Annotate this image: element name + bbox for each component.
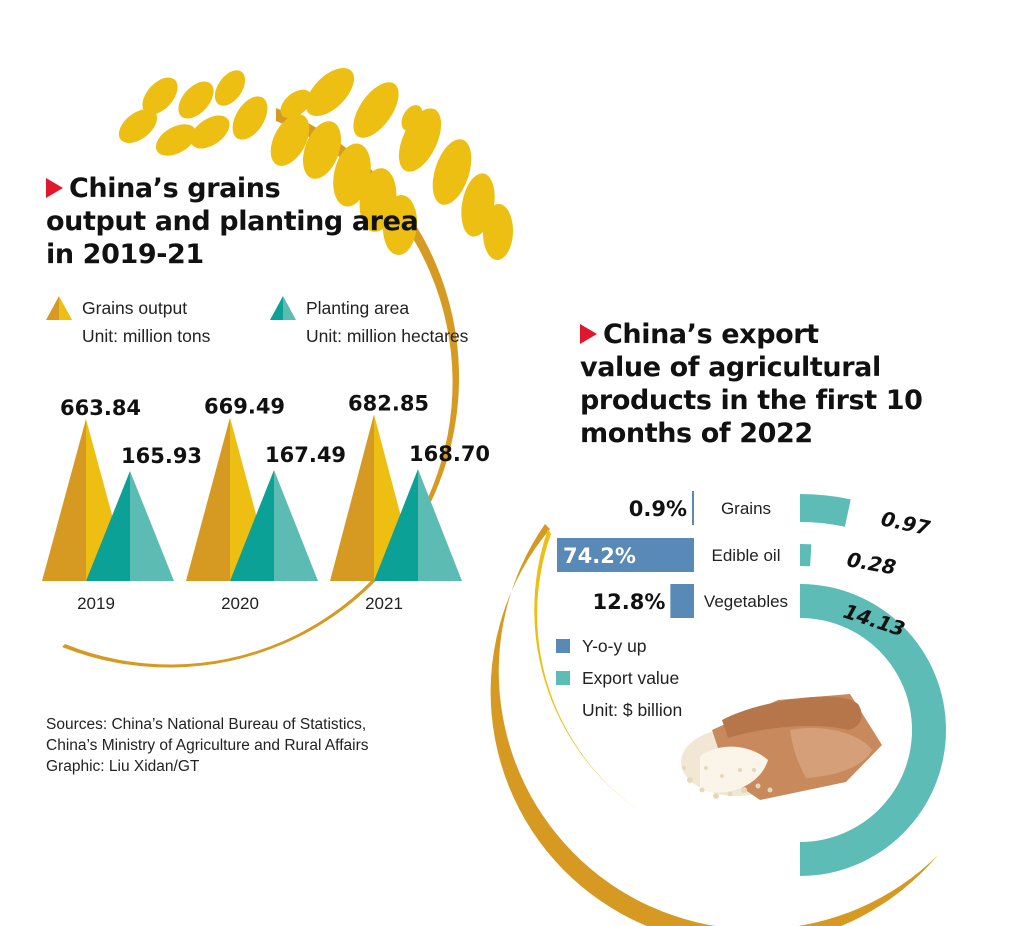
label-export-value-grains: 0.97 bbox=[879, 506, 932, 540]
bar-grains-output-2019 bbox=[42, 419, 86, 581]
wheat-kernel bbox=[432, 139, 472, 205]
legend-grains-output: Grains output Unit: million tons bbox=[46, 294, 210, 350]
yoy-swatch bbox=[556, 639, 570, 653]
category-edible-oil: Edible oil bbox=[712, 546, 781, 565]
legend-unit-planting-area: Unit: million hectares bbox=[306, 326, 469, 346]
source-line-2: China’s Ministry of Agriculture and Rura… bbox=[46, 737, 369, 754]
category-grains: Grains bbox=[721, 499, 771, 518]
legend-label-grains-output: Grains output bbox=[82, 298, 188, 318]
teal-triangle-swatch bbox=[270, 296, 296, 320]
label-yoy-vegetables: 12.8% bbox=[593, 590, 666, 614]
label-yoy-grains: 0.9% bbox=[629, 497, 687, 521]
right-title-line-3: products in the first 10 bbox=[580, 385, 923, 416]
label-planting-area-2020: 167.49 bbox=[265, 443, 346, 467]
grain-sack-icon bbox=[681, 694, 882, 800]
wheat-kernel bbox=[401, 105, 423, 131]
legend-unit-grains-output: Unit: million tons bbox=[82, 326, 211, 346]
right-chart: 0.9% Grains 74.2% Edible oil 12.8% Vegetables… bbox=[557, 491, 946, 876]
legend-label-yoy: Y-o-y up bbox=[582, 636, 647, 656]
x-tick-2021: 2021 bbox=[365, 594, 403, 613]
legend-label-export-value: Export value bbox=[582, 668, 680, 688]
bar-yoy-edible-oil bbox=[557, 538, 694, 572]
right-chart-title: China’s export value of agricultural pro… bbox=[580, 318, 923, 450]
bar-planting-area-light-2019 bbox=[130, 471, 174, 581]
title-triangle-icon bbox=[46, 177, 63, 198]
wheat-kernel bbox=[214, 70, 246, 106]
label-grains-output-2020: 669.49 bbox=[204, 395, 285, 419]
bar-planting-area-2020 bbox=[230, 469, 274, 581]
left-chart: 663.84 165.93 2019 669.49 167.49 2020 682.85 16… bbox=[42, 391, 490, 613]
arc-export-value-vegetables bbox=[800, 584, 946, 876]
legend-unit-export: Unit: $ billion bbox=[582, 700, 683, 720]
bar-planting-area-light-2020 bbox=[274, 469, 318, 581]
wheat-icon bbox=[62, 67, 514, 668]
left-title-line-2: output and planting area bbox=[46, 206, 419, 237]
bar-grains-output-2020 bbox=[186, 417, 230, 581]
wheat-kernel bbox=[190, 115, 230, 149]
title-triangle-icon bbox=[580, 323, 597, 344]
right-decorative-arcs bbox=[490, 524, 938, 926]
label-export-value-edible-oil: 0.28 bbox=[845, 547, 898, 579]
bar-yoy-vegetables bbox=[670, 584, 694, 618]
wheat-kernel bbox=[303, 121, 341, 179]
wheat-kernel bbox=[178, 81, 214, 119]
wheat-kernel bbox=[353, 82, 399, 138]
x-tick-2020: 2020 bbox=[221, 594, 259, 613]
wheat-kernel bbox=[280, 89, 312, 119]
arc-export-value-edible-oil bbox=[800, 544, 812, 567]
wheat-kernel bbox=[270, 114, 310, 166]
bar-grains-output-light-2021 bbox=[374, 414, 418, 581]
label-grains-output-2021: 682.85 bbox=[348, 391, 429, 415]
left-title-line-1: China’s grains bbox=[69, 173, 281, 204]
source-line-1: Sources: China’s National Bureau of Stat… bbox=[46, 716, 367, 733]
legend-export: Y-o-y up Export value Unit: $ billion bbox=[556, 632, 682, 724]
wheat-kernel bbox=[155, 124, 197, 156]
x-tick-2019: 2019 bbox=[77, 594, 115, 613]
wheat-kernel bbox=[482, 204, 514, 260]
legend-label-planting-area: Planting area bbox=[306, 298, 410, 318]
wheat-kernel bbox=[232, 96, 268, 140]
left-chart-title: China’s grains output and planting area … bbox=[46, 172, 419, 271]
label-planting-area-2021: 168.70 bbox=[409, 442, 490, 466]
sources-credit: Sources: China’s National Bureau of Stat… bbox=[46, 714, 369, 777]
bar-grains-output-2021 bbox=[330, 414, 374, 581]
wheat-kernels bbox=[118, 67, 514, 260]
export-value-swatch bbox=[556, 671, 570, 685]
left-title-line-3: in 2019-21 bbox=[46, 239, 204, 270]
bar-yoy-grains bbox=[692, 491, 694, 525]
bar-grains-output-light-2020 bbox=[230, 417, 274, 581]
wheat-kernel bbox=[305, 67, 355, 117]
category-vegetables: Vegetables bbox=[704, 592, 788, 611]
label-planting-area-2019: 165.93 bbox=[121, 444, 202, 468]
wheat-kernel bbox=[333, 143, 371, 207]
label-grains-output-2019: 663.84 bbox=[60, 396, 141, 420]
bar-planting-area-2019 bbox=[86, 471, 130, 581]
right-title-line-4: months of 2022 bbox=[580, 418, 813, 449]
right-title-line-1: China’s export bbox=[603, 319, 819, 350]
source-line-3: Graphic: Liu Xidan/GT bbox=[46, 758, 200, 775]
right-title-line-2: value of agricultural bbox=[580, 352, 881, 383]
right-gold-arc bbox=[490, 524, 938, 926]
gold-triangle-swatch bbox=[46, 296, 72, 320]
bar-planting-area-light-2021 bbox=[418, 469, 462, 581]
legend-planting-area: Planting area Unit: million hectares bbox=[270, 294, 468, 350]
wheat-kernel bbox=[142, 77, 178, 115]
arc-export-value-grains bbox=[800, 494, 851, 527]
wheat-kernel bbox=[382, 195, 418, 255]
wheat-kernel bbox=[118, 109, 158, 143]
bar-planting-area-2021 bbox=[374, 469, 418, 581]
label-yoy-edible-oil: 74.2% bbox=[563, 544, 636, 568]
